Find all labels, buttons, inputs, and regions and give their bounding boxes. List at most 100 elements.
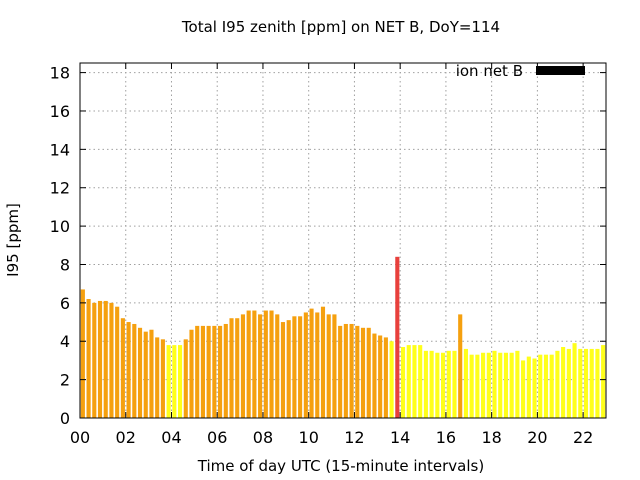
bar [601,345,606,418]
y-axis-label: I95 [ppm] [4,203,22,277]
bar [160,339,165,418]
bar [286,320,291,418]
bar [521,360,526,418]
bar [583,348,589,418]
bar [172,345,177,418]
x-tick-label: 22 [573,428,593,447]
y-tick-label: 16 [50,102,70,121]
bar [309,308,314,418]
bar [503,352,509,418]
bar [395,256,400,418]
bar [120,318,125,418]
x-axis-label: Time of day UTC (15-minute intervals) [197,457,484,475]
bar [132,323,137,418]
bar [103,300,108,418]
bar [446,350,451,418]
bar [378,335,383,418]
y-tick-label: 2 [60,371,70,390]
bar [338,325,343,418]
bar [561,347,566,418]
bar [292,316,297,418]
y-tick-label: 8 [60,255,70,274]
y-tick-label: 12 [50,179,70,198]
bar [258,314,263,418]
bar [252,310,257,418]
bar [280,322,286,418]
x-tick-label: 12 [344,428,364,447]
bar [183,339,188,418]
plot-frame [79,62,607,419]
bar [463,348,468,418]
bar [137,327,143,418]
bar [166,345,171,418]
bar [143,331,148,418]
x-tick-label: 08 [253,428,273,447]
bar [486,352,491,418]
x-tick-label: 18 [481,428,501,447]
bar [595,348,600,418]
bar [298,316,303,418]
bar [275,314,280,418]
bar [578,348,583,418]
legend-swatch [536,66,585,75]
bar [218,325,223,418]
bar [389,341,394,418]
bar-series [80,256,606,418]
bar [315,312,320,418]
bar [206,325,211,418]
bar [452,350,457,418]
bar [355,325,360,418]
bar [263,310,268,418]
bar [532,358,537,418]
bar [92,302,97,418]
bar [400,347,406,418]
x-tick-label: 20 [527,428,547,447]
bar [343,323,348,418]
bar [555,350,560,418]
y-tick-label: 10 [50,217,70,236]
chart-title: Total I95 zenith [ppm] on NET B, DoY=114 [181,18,500,36]
bar [155,337,160,418]
bar [435,352,440,418]
bar [269,310,274,418]
bar [372,333,377,418]
x-tick-label: 16 [436,428,456,447]
bar [320,306,326,418]
bar [538,354,543,418]
bar [349,323,354,418]
bar [229,318,234,418]
bar [412,345,417,418]
bar [572,343,577,418]
bar [178,345,183,418]
bar [469,354,474,418]
bar [360,327,366,418]
bar [509,352,514,418]
x-tick-label: 04 [161,428,181,447]
bar [246,310,251,418]
bar [86,299,91,418]
bar [97,300,103,418]
y-tick-label: 14 [50,140,70,159]
bar [326,314,331,418]
grid-lines [80,63,606,418]
bar [149,329,154,418]
x-tick-label: 00 [70,428,90,447]
bar [115,306,120,418]
bar [126,322,131,418]
bar [481,352,486,418]
bar [303,312,308,418]
bar [543,354,549,418]
bar [212,325,217,418]
bar [418,345,423,418]
y-tick-label: 0 [60,409,70,428]
bar [526,356,531,418]
bar [492,350,497,418]
bar [200,325,205,418]
bar [441,352,446,418]
bar [332,314,337,418]
bar [223,323,228,418]
bar [589,348,594,418]
legend: ion net B [456,62,585,80]
bar [475,354,480,418]
